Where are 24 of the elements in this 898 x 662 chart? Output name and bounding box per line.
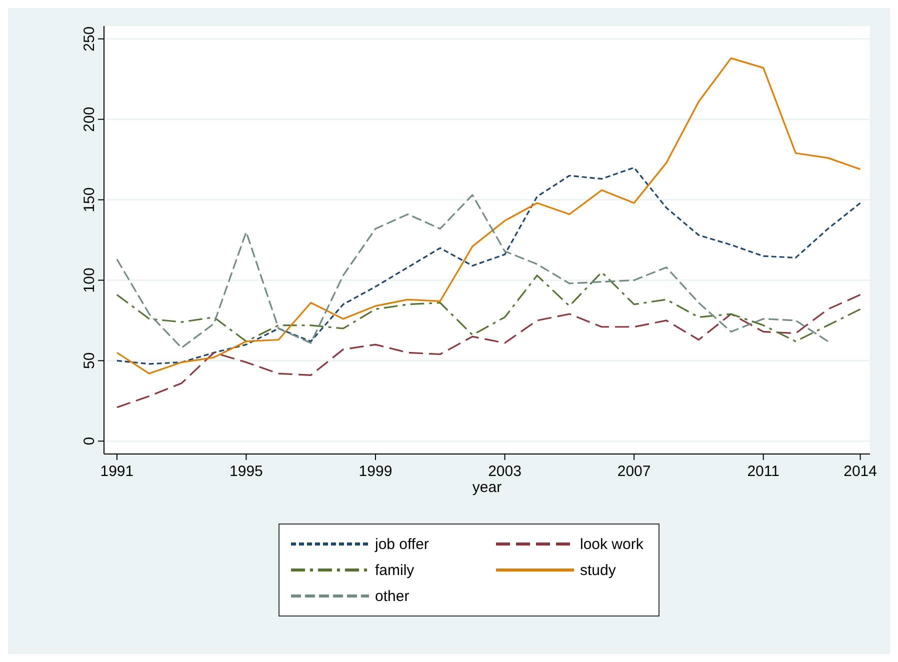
line-series: [116, 294, 862, 408]
x-tick-label: 2014: [844, 463, 877, 480]
legend-label: job offer: [374, 536, 429, 553]
line-series: [116, 166, 862, 365]
x-tick-label: 1991: [100, 463, 134, 480]
x-tick-label: 1999: [358, 463, 392, 480]
legend-label: other: [375, 588, 410, 605]
x-axis-title: year: [472, 479, 502, 496]
line-series: [116, 194, 829, 349]
x-tick-label: 2011: [747, 463, 780, 480]
legend-label: family: [375, 562, 415, 579]
legend-label: study: [580, 562, 616, 579]
x-tick-label: 2003: [488, 463, 522, 480]
y-tick-label: 100: [81, 268, 98, 293]
y-tick-label: 250: [81, 26, 98, 52]
line-series: [116, 57, 862, 374]
legend-label: look work: [580, 536, 644, 553]
y-tick-label: 0: [81, 436, 98, 446]
x-tick-label: 2007: [617, 463, 651, 480]
y-tick-label: 150: [81, 187, 98, 212]
y-tick-label: 200: [81, 106, 98, 132]
line-series: [116, 271, 862, 342]
x-tick-label: 1995: [230, 463, 263, 480]
y-tick-label: 50: [81, 352, 98, 370]
